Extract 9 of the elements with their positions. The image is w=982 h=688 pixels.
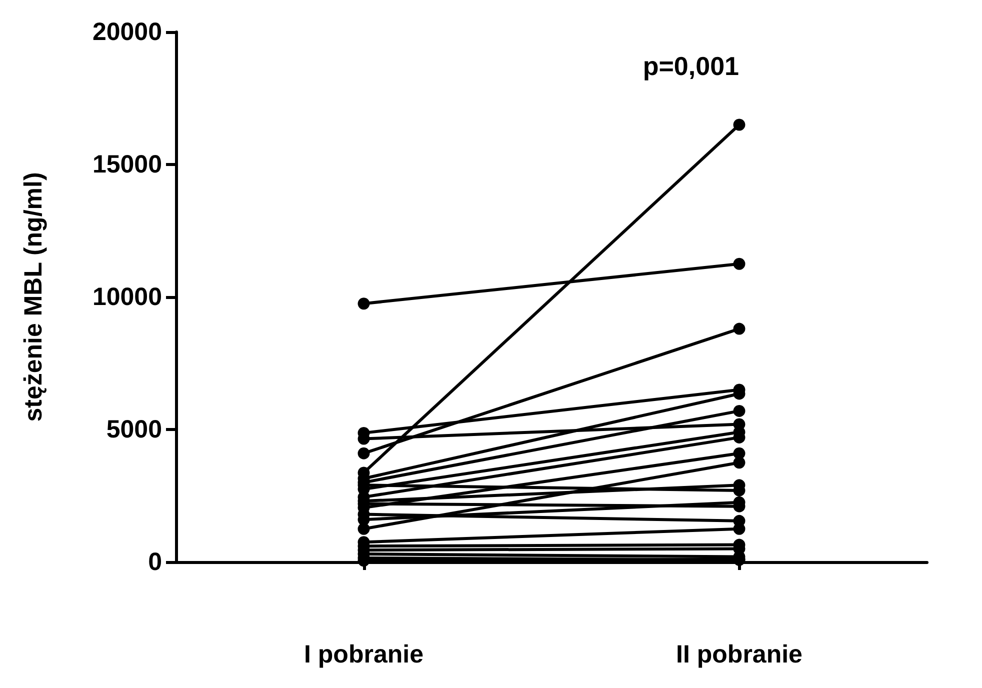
x-tick-label: I pobranie [304, 640, 424, 668]
annotation: p=0,001 [642, 51, 740, 81]
y-axis-title: stężenie MBL (ng/ml) [20, 172, 48, 422]
x-tick-label: II pobranie [676, 640, 803, 668]
y-tick-label: 20000 [92, 18, 162, 46]
y-tick-label: 15000 [92, 150, 162, 178]
y-tick-label: 10000 [92, 283, 162, 311]
y-tick-label: 5000 [106, 416, 162, 444]
y-tick-label: 0 [148, 548, 162, 576]
